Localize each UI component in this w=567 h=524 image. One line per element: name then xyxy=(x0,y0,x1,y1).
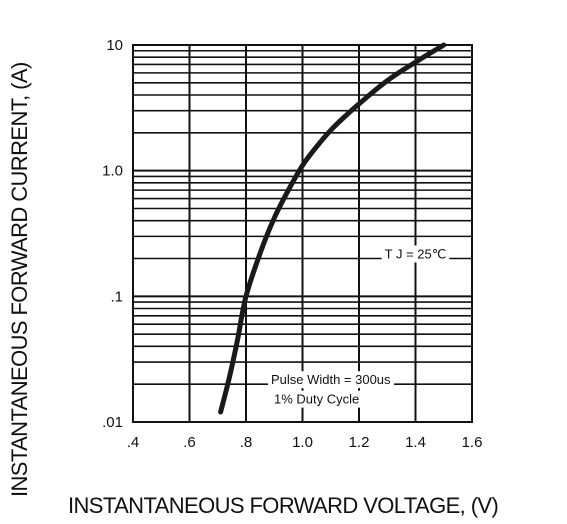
y-tick-label: .01 xyxy=(102,414,123,431)
x-axis-label: INSTANTANEOUS FORWARD VOLTAGE, (V) xyxy=(68,493,498,518)
annotation-background xyxy=(271,390,363,408)
y-tick-label: .1 xyxy=(110,288,123,305)
x-tick-label: .4 xyxy=(127,434,140,451)
x-tick-label: 1.4 xyxy=(405,434,426,451)
x-tick-label: .6 xyxy=(183,434,196,451)
series-curve xyxy=(218,42,447,415)
annotations: T J = 25℃ Pulse Width = 300us 1% Duty Cycl… xyxy=(267,245,450,408)
annotation-text: T J = 25℃ xyxy=(385,247,447,262)
x-tick-label: .8 xyxy=(240,434,253,451)
y-tick-label: 1.0 xyxy=(102,163,123,180)
x-tick-label: 1.6 xyxy=(462,434,483,451)
annotation-background xyxy=(381,245,450,263)
grid-lines xyxy=(133,45,472,422)
x-tick-label: 1.2 xyxy=(349,434,370,451)
annotation-text: Pulse Width = 300us xyxy=(271,372,391,387)
x-tick-label: 1.0 xyxy=(292,434,313,451)
annotation-background xyxy=(267,371,395,389)
tick-labels: .4 .6 .8 1.0 1.2 1.4 1.6 .01 .1 1.0 10 xyxy=(102,37,482,451)
y-tick-label: 10 xyxy=(106,37,123,54)
annotation-text: 1% Duty Cycle xyxy=(274,392,359,407)
plot-frame xyxy=(132,44,473,423)
y-axis-label: INSTANTANEOUS FORWARD CURRENT, (A) xyxy=(7,62,32,497)
